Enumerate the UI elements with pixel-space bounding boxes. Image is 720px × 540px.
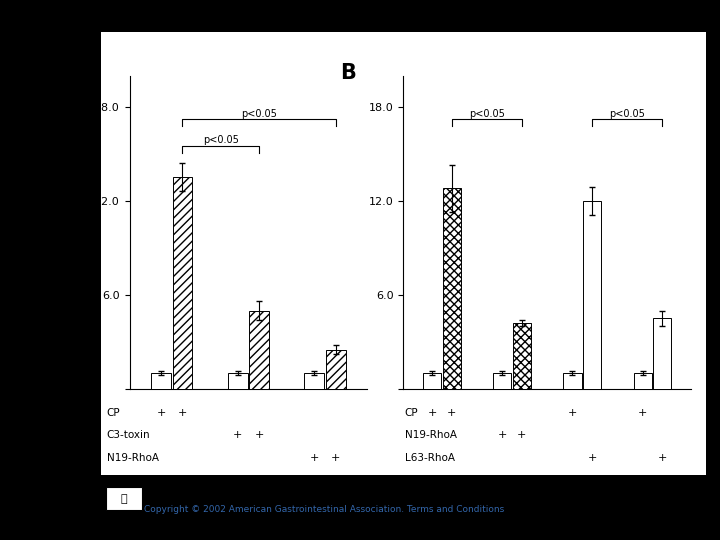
Text: p<0.05: p<0.05: [609, 109, 645, 119]
Text: CP: CP: [405, 408, 418, 418]
Bar: [564, 373, 582, 389]
Text: B: B: [340, 63, 356, 83]
Text: N19-RhoA: N19-RhoA: [107, 453, 158, 463]
Bar: [228, 373, 248, 389]
Text: A-CREB: A-CREB: [405, 476, 444, 486]
Bar: [513, 323, 531, 389]
Text: +: +: [447, 408, 456, 418]
Text: p<0.05: p<0.05: [203, 136, 239, 145]
Bar: [326, 350, 346, 389]
Bar: [634, 373, 652, 389]
Text: +: +: [638, 408, 647, 418]
Bar: [107, 487, 142, 510]
Text: CP: CP: [107, 408, 120, 418]
Text: +: +: [310, 453, 319, 463]
Text: +: +: [568, 408, 577, 418]
Bar: [443, 188, 461, 389]
Text: +: +: [427, 408, 437, 418]
Text: +: +: [657, 476, 667, 486]
Bar: [583, 201, 601, 389]
Y-axis label: Fold increase: Fold increase: [76, 191, 89, 274]
Text: +: +: [331, 453, 341, 463]
Bar: [493, 373, 511, 389]
Text: +: +: [156, 408, 166, 418]
Bar: [173, 177, 192, 389]
Bar: [249, 310, 269, 389]
Text: +: +: [178, 408, 187, 418]
Text: +: +: [638, 476, 647, 486]
Text: p<0.05: p<0.05: [469, 109, 505, 119]
Text: ELSEVIER: ELSEVIER: [107, 515, 141, 520]
Bar: [305, 373, 324, 389]
Text: L63-RhoA: L63-RhoA: [405, 453, 454, 463]
Text: Gastroenterology 2002  123271-280 DOI: (10.1053/gast.2002.34162): Gastroenterology 2002 123271-280 DOI: (1…: [144, 490, 459, 500]
Bar: [653, 318, 672, 389]
Bar: [151, 373, 171, 389]
Text: Fig. 6: Fig. 6: [341, 14, 379, 28]
Text: +: +: [588, 453, 597, 463]
Text: p<0.05: p<0.05: [241, 109, 277, 119]
Text: Copyright © 2002 American Gastrointestinal Association. Terms and Conditions: Copyright © 2002 American Gastrointestin…: [144, 505, 504, 514]
Text: +: +: [517, 430, 526, 441]
Text: +: +: [657, 453, 667, 463]
Text: +: +: [233, 430, 243, 441]
Text: C3-toxin: C3-toxin: [107, 430, 150, 441]
Text: N19-RhoA: N19-RhoA: [405, 430, 456, 441]
Text: +: +: [254, 430, 264, 441]
Text: 🌿: 🌿: [121, 494, 127, 504]
Text: A: A: [77, 63, 94, 83]
Text: +: +: [498, 430, 507, 441]
Bar: [423, 373, 441, 389]
